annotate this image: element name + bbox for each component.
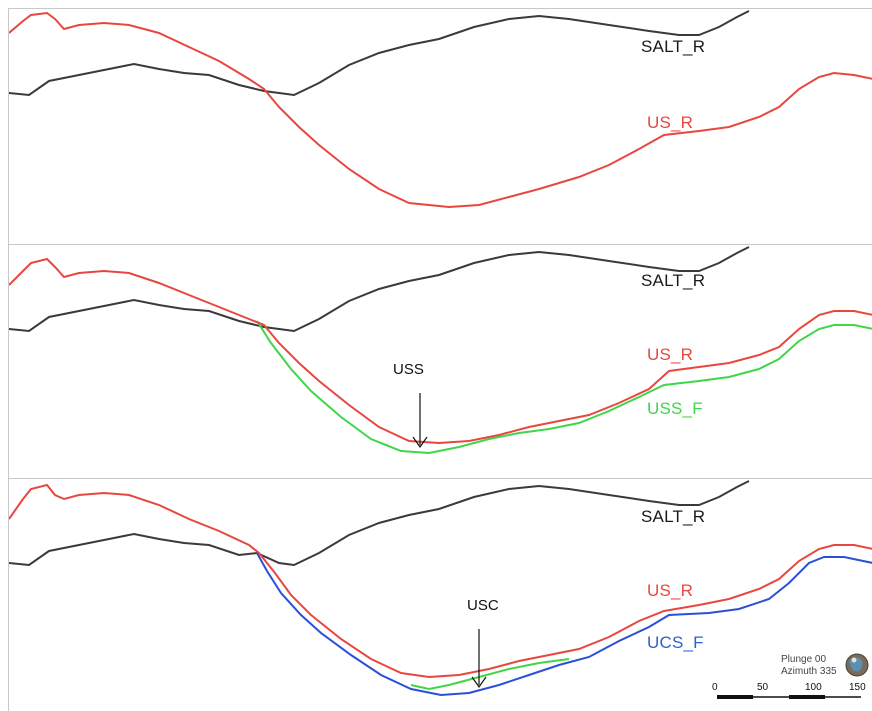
scale-tick-50: 50 <box>757 682 769 693</box>
panel-bottom: SALT_R US_R UCS_F USC Plunge 00 Azimuth … <box>8 478 872 711</box>
uss-f-curve <box>256 320 872 455</box>
salt-r-label: SALT_R <box>641 271 706 290</box>
salt-r-curve <box>9 246 750 333</box>
us-r-curve <box>9 11 872 209</box>
salt-r-curve <box>9 480 750 567</box>
salt-r-curve <box>9 10 750 97</box>
salt-r-label: SALT_R <box>641 37 706 56</box>
us-r-label: US_R <box>647 345 694 364</box>
us-r-curve <box>9 257 872 445</box>
azimuth-text: Azimuth 335 <box>781 666 837 677</box>
usc-annotation: USC <box>467 597 499 614</box>
panel-top: SALT_R US_R <box>8 8 872 244</box>
scale-tick-0: 0 <box>712 682 718 693</box>
uss-annotation: USS <box>393 361 424 378</box>
usc-patch-curve <box>410 658 570 691</box>
scale-tick-100: 100 <box>805 682 822 693</box>
panel-bottom-curves <box>9 480 872 699</box>
scale-bar-segment <box>717 695 753 699</box>
us-r-label: US_R <box>647 581 694 600</box>
us-r-curve <box>9 483 872 679</box>
scale-bar-segment <box>789 695 825 699</box>
plunge-text: Plunge 00 <box>781 654 827 665</box>
uss-f-label: USS_F <box>647 399 703 418</box>
ucs-f-curve <box>256 552 872 697</box>
orientation-globe-icon <box>845 653 869 677</box>
usc-arrow-head <box>471 676 487 689</box>
ucs-f-label: UCS_F <box>647 633 704 652</box>
us-r-label: US_R <box>647 113 694 132</box>
panel-top-curves <box>9 10 872 209</box>
panel-middle: SALT_R US_R USS_F USS <box>8 244 872 478</box>
panel-middle-curves <box>9 246 872 455</box>
scale-tick-150: 150 <box>849 682 866 693</box>
uss-arrow-head <box>412 436 428 449</box>
salt-r-label: SALT_R <box>641 507 706 526</box>
